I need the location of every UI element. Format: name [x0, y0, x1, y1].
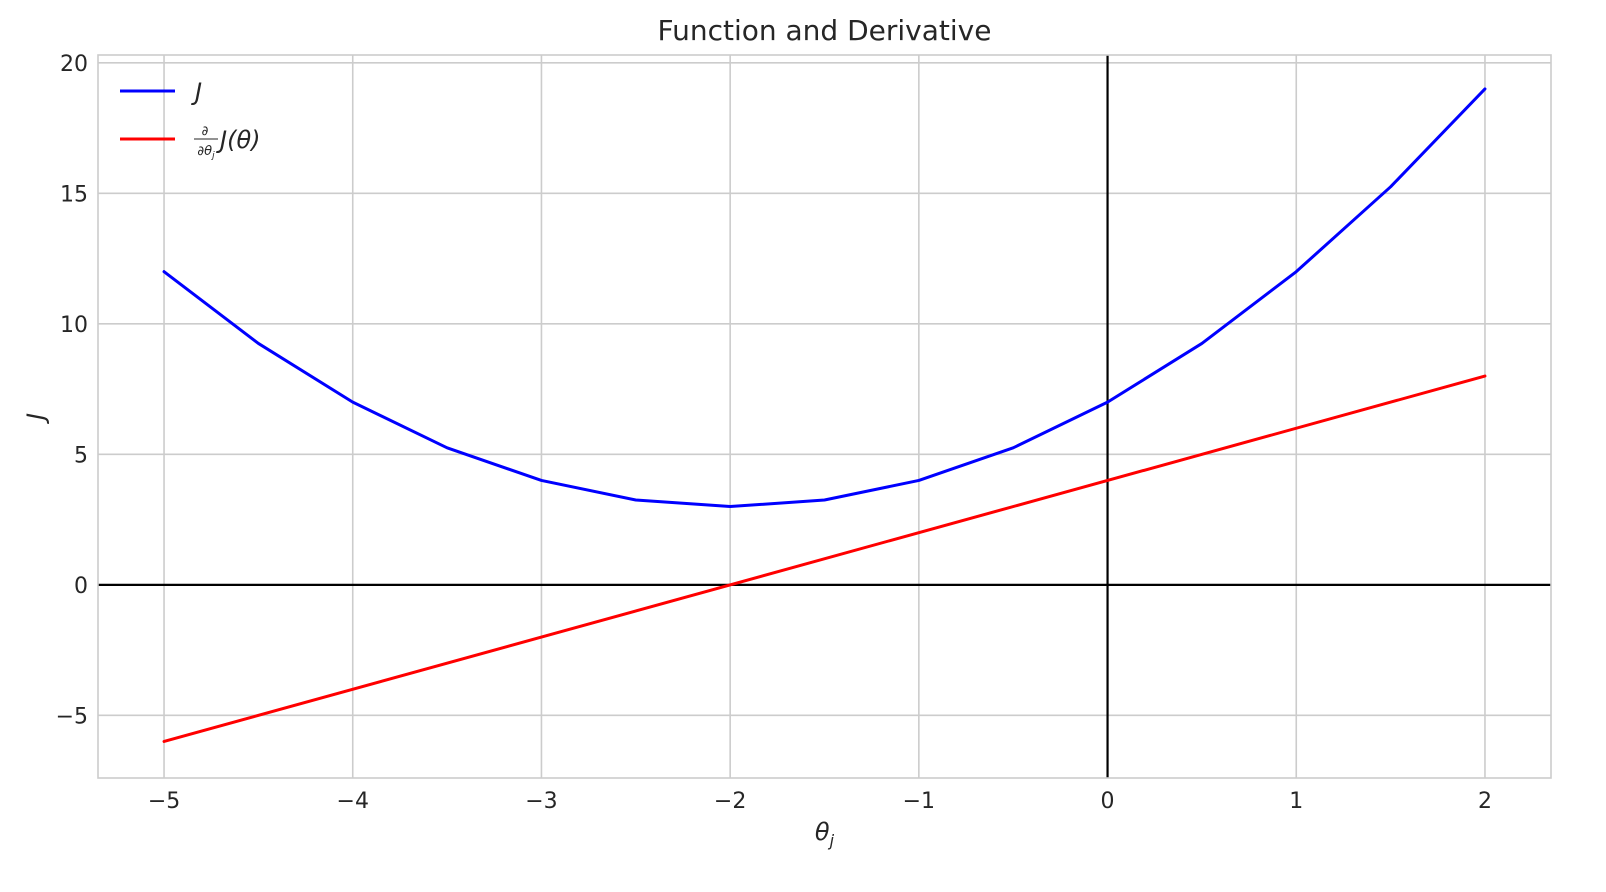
series-layer: [162, 87, 1487, 743]
x-tick-label: −1: [903, 789, 935, 814]
x-axis-label: θj: [815, 818, 835, 850]
x-tick-label: −5: [148, 789, 180, 814]
legend-fraction-numerator: ∂: [202, 124, 209, 139]
y-tick-label: 20: [60, 52, 88, 77]
legend: J ∂ ∂θj J(θ): [120, 78, 261, 161]
x-tick-label: 2: [1478, 789, 1492, 814]
x-tick-label: −4: [337, 789, 369, 814]
x-tick-label: 1: [1289, 789, 1303, 814]
y-tick-label: 5: [74, 443, 88, 468]
legend-derivative-rest: J(θ): [216, 126, 261, 154]
x-tick-label: −2: [714, 789, 746, 814]
legend-label-j: J: [191, 78, 202, 106]
grid: [98, 55, 1551, 778]
series-line-derivative: [162, 374, 1487, 743]
x-axis-label-main: θ: [815, 818, 830, 846]
legend-fraction-denominator-subscript: j: [210, 151, 215, 161]
x-tick-label: −3: [525, 789, 557, 814]
series-line-j: [162, 87, 1487, 509]
x-tick-label: 0: [1101, 789, 1115, 814]
y-tick-label: −5: [56, 704, 88, 729]
y-axis-label: J: [22, 413, 50, 424]
y-tick-label: 15: [60, 182, 88, 207]
y-tick-label: 0: [74, 574, 88, 599]
tick-labels: −5 −4 −3 −2 −1 0 1 2 −5 0 5 10 15 20: [56, 52, 1492, 814]
chart-title: Function and Derivative: [658, 14, 992, 47]
legend-fraction-denominator: ∂θj: [197, 144, 215, 161]
legend-label-derivative: ∂ ∂θj J(θ): [194, 124, 261, 161]
reference-lines: [98, 55, 1551, 778]
x-axis-label-subscript: j: [828, 831, 835, 850]
plot-frame: [97, 54, 1552, 779]
y-tick-label: 10: [60, 313, 88, 338]
legend-fraction-denominator-main: ∂θ: [197, 144, 212, 159]
